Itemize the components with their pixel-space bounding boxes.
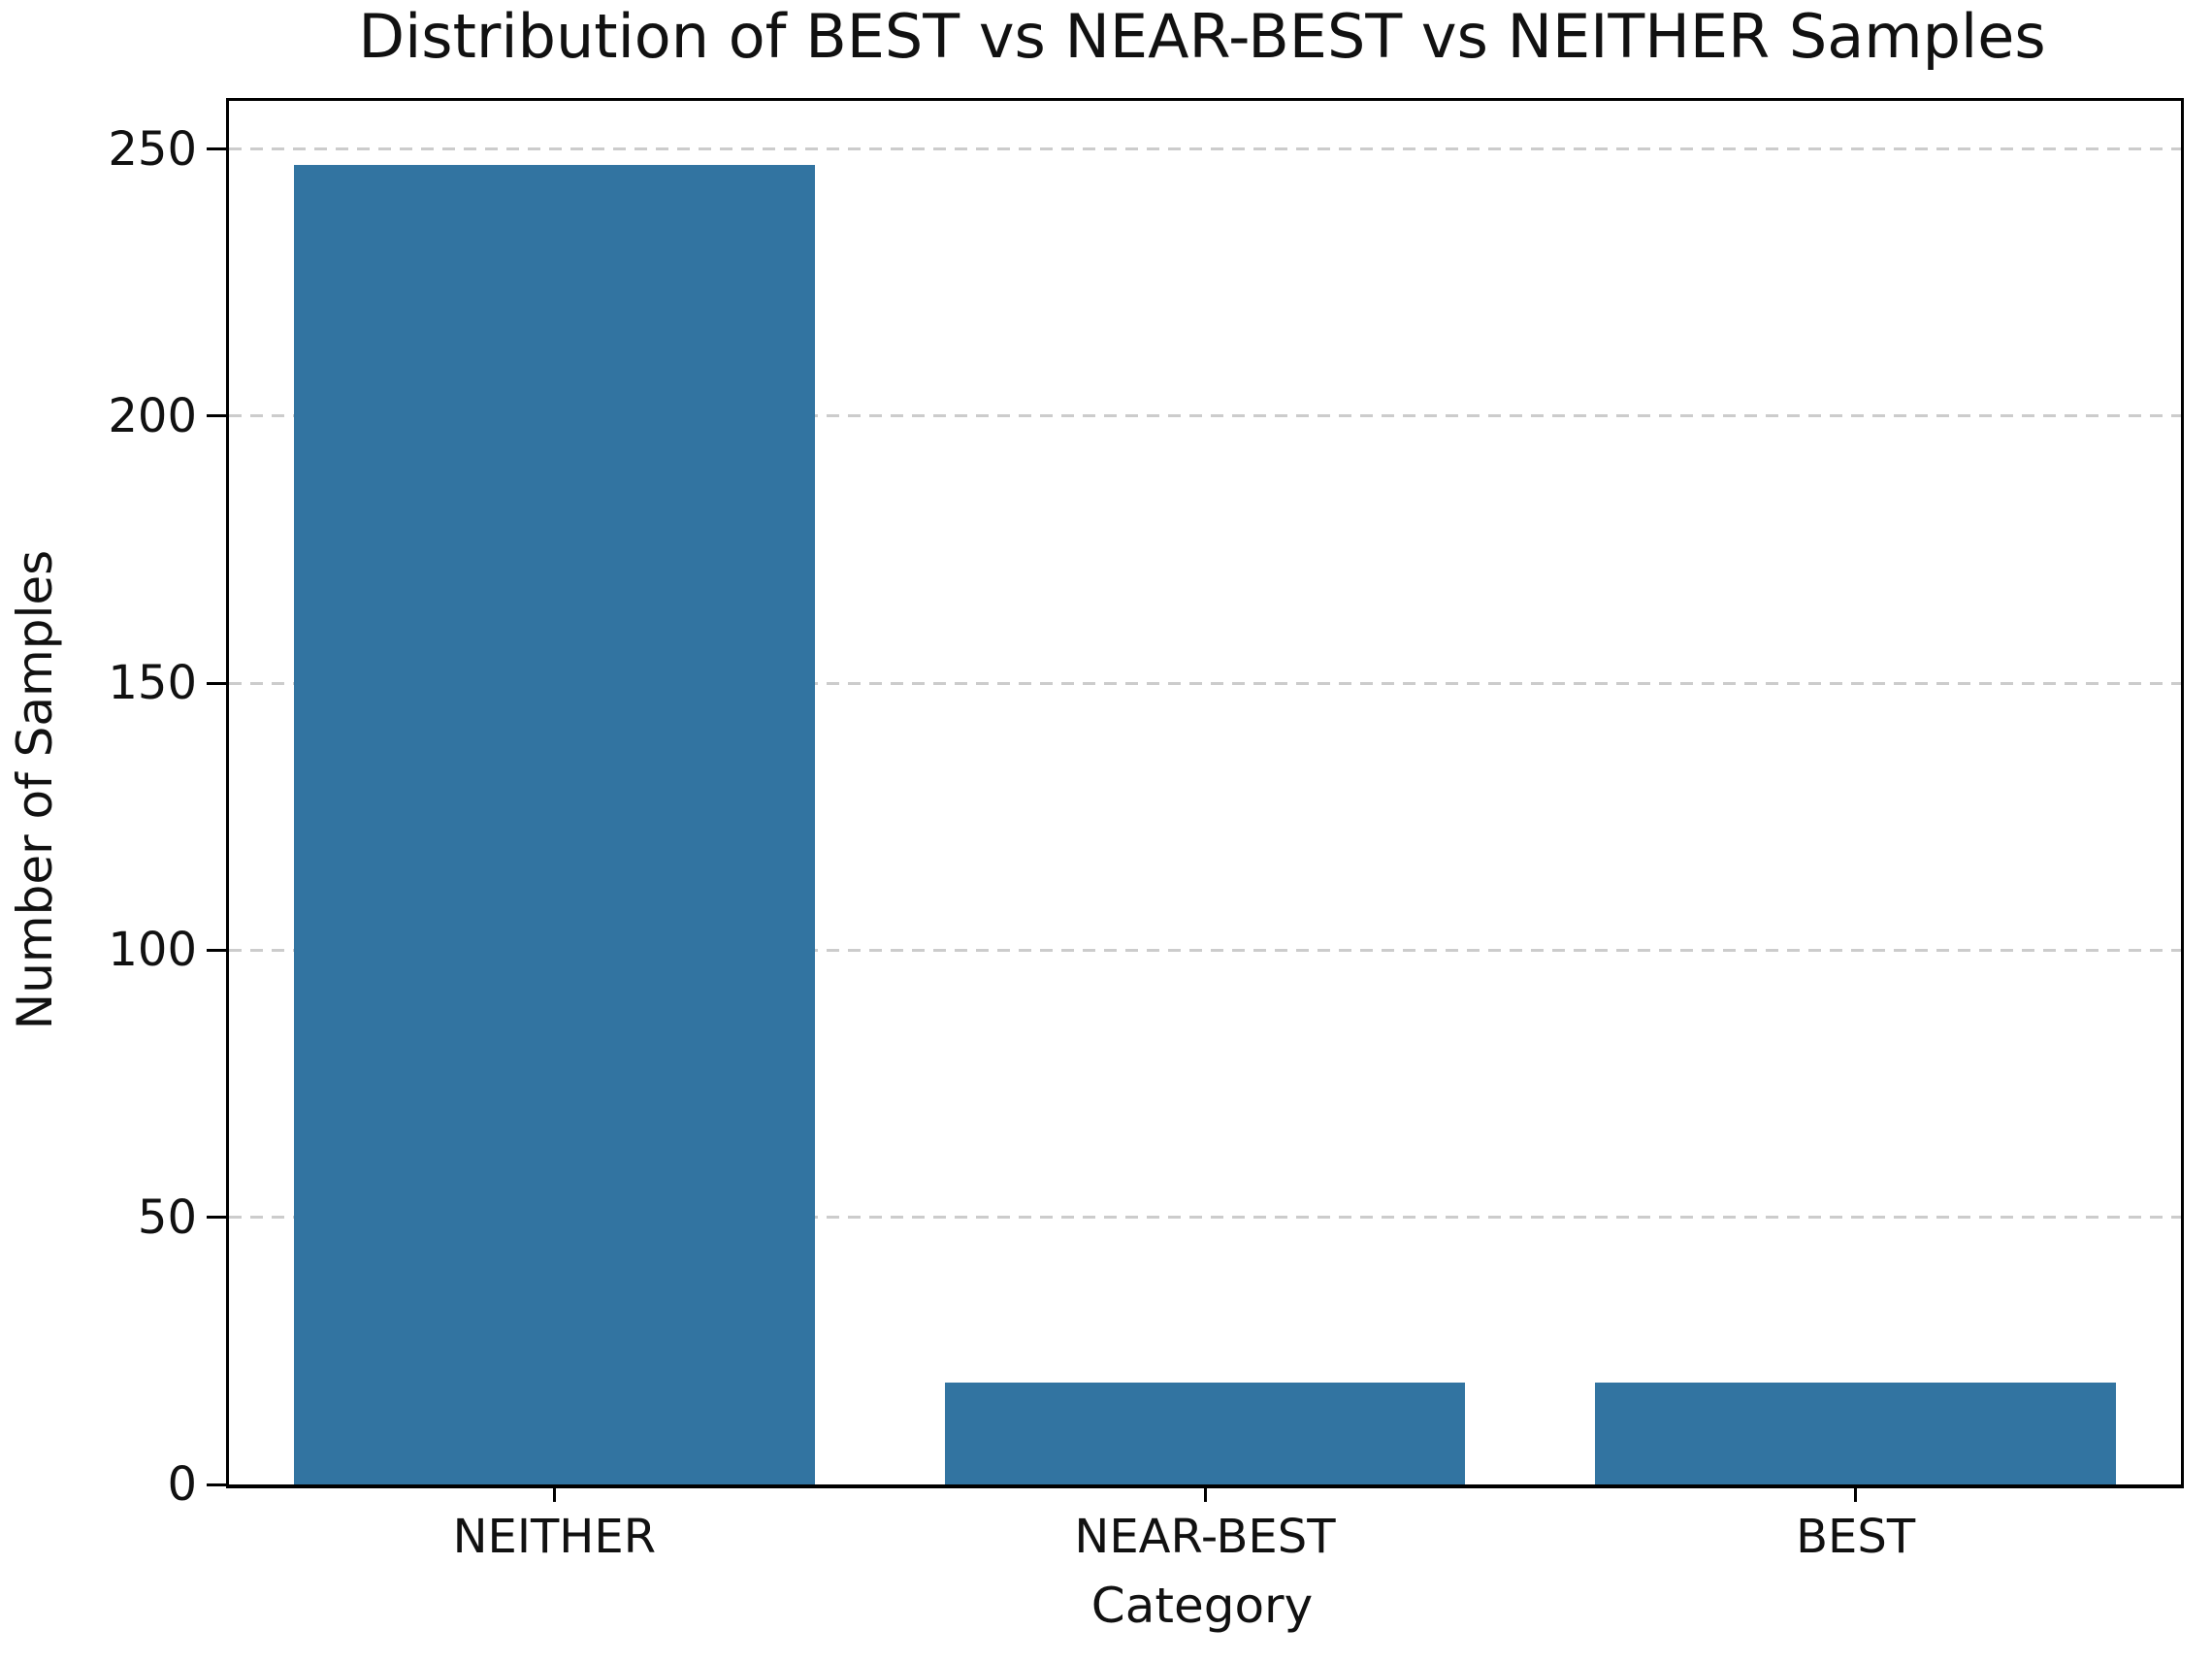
y-tick <box>207 147 226 151</box>
y-tick <box>207 948 226 952</box>
y-gridline <box>229 1216 2181 1220</box>
y-gridline <box>229 948 2181 952</box>
bar <box>294 165 815 1484</box>
x-tick-label: NEITHER <box>452 1510 657 1564</box>
x-tick <box>1203 1484 1207 1502</box>
y-gridline <box>229 414 2181 418</box>
y-tick-label: 100 <box>108 923 197 978</box>
y-tick-label: 200 <box>108 388 197 443</box>
x-tick-label: BEST <box>1796 1510 1916 1564</box>
y-tick-label: 0 <box>167 1457 197 1512</box>
x-tick <box>552 1484 556 1502</box>
bar <box>1595 1383 2116 1484</box>
y-gridline <box>229 147 2181 151</box>
bar <box>944 1383 1466 1484</box>
y-tick-label: 50 <box>137 1189 197 1245</box>
x-tick-label: NEAR-BEST <box>1074 1510 1336 1564</box>
x-axis-label: Category <box>1090 1578 1314 1634</box>
plot-area: 0 50 100 150 200 250 NEITHER NEAR-BEST BEST <box>108 98 2184 1560</box>
y-tick <box>207 1483 226 1486</box>
y-tick-label: 250 <box>108 121 197 177</box>
y-tick <box>207 681 226 685</box>
chart-title: Distribution of BEST vs NEAR-BEST vs NEI… <box>358 1 2046 72</box>
x-tick <box>1854 1484 1858 1502</box>
y-gridline <box>229 681 2181 685</box>
y-tick-label: 150 <box>108 656 197 711</box>
y-tick <box>207 414 226 418</box>
y-axis-label: Number of Samples <box>7 549 63 1030</box>
y-tick <box>207 1216 226 1220</box>
